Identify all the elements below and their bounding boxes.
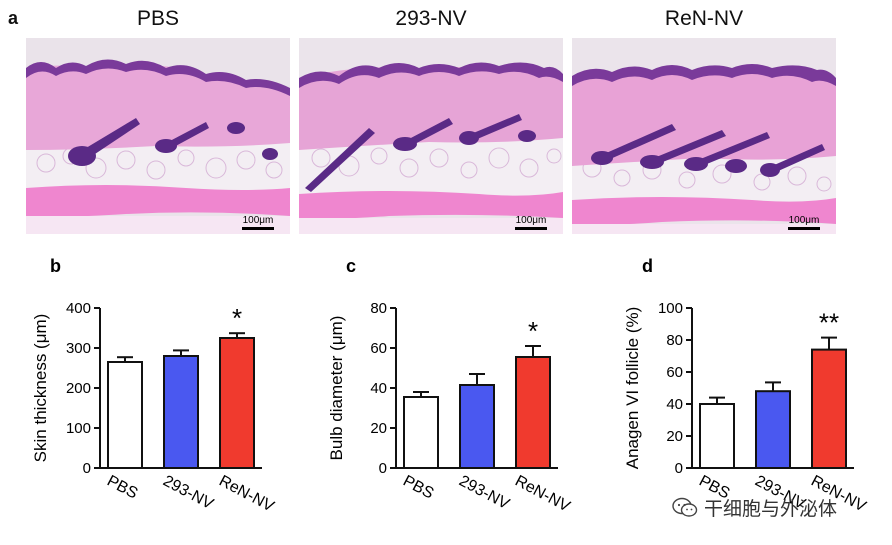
chart-svg: c Bulb diameter (μm) 0 20 40 60 80 PBS 293-NV * Re… xyxy=(327,256,573,516)
panel-letter-a: a xyxy=(8,8,19,28)
significance-marker: ** xyxy=(819,308,839,338)
significance-marker: * xyxy=(232,303,242,333)
y-tick-label: 20 xyxy=(370,420,387,437)
bar-2 xyxy=(219,337,255,469)
y-axis-label: Anagen VI follicle (%) xyxy=(623,307,642,470)
y-tick-label: 300 xyxy=(66,340,91,357)
x-tick-label: ReN-NV xyxy=(216,473,277,516)
y-axis-label: Bulb diameter (μm) xyxy=(327,316,346,461)
scale-bar-label: 100μm xyxy=(789,215,820,226)
bar-0 xyxy=(403,396,439,469)
scale-bar-label: 100μm xyxy=(243,215,274,226)
y-tick-label: 40 xyxy=(370,380,387,397)
bar-0 xyxy=(699,403,735,469)
bar-1 xyxy=(755,390,791,469)
y-axis-label: Skin thickness (μm) xyxy=(31,314,50,463)
y-tick-label: 80 xyxy=(370,300,387,317)
x-tick-label: ReN-NV xyxy=(512,473,573,516)
y-tick-label: 80 xyxy=(666,332,683,349)
histology-image-pbs: 100μm xyxy=(26,38,290,234)
y-tick-label: 0 xyxy=(675,460,683,477)
chart-bulb-diameter: c Bulb diameter (μm) 0 20 40 60 80 PBS 293-NV * Re… xyxy=(296,250,588,545)
panel-letter-c: c xyxy=(346,256,356,276)
bar-2 xyxy=(811,348,847,469)
bar-0 xyxy=(107,361,143,469)
image-title-pbs: PBS xyxy=(136,7,180,30)
y-tick-label: 20 xyxy=(666,428,683,445)
panel-letter-b: b xyxy=(50,256,61,276)
y-tick-label: 400 xyxy=(66,300,91,317)
wechat-icon xyxy=(672,497,698,517)
significance-marker: * xyxy=(528,316,538,346)
y-tick-label: 60 xyxy=(666,364,683,381)
x-tick-label: PBS xyxy=(400,473,436,503)
chart-skin-thickness: b Skin thickness (μm) 0 100 200 300 400 PBS 293-… xyxy=(0,250,292,545)
y-tick-label: 0 xyxy=(83,460,91,477)
panel-letter-d: d xyxy=(642,256,653,276)
y-tick-label: 60 xyxy=(370,340,387,357)
x-tick-label: 293-NV xyxy=(456,473,512,514)
scale-bar-label: 100μm xyxy=(516,215,547,226)
watermark-text: 干细胞与外泌体 xyxy=(704,498,838,520)
bar-1 xyxy=(163,355,199,469)
y-tick-label: 200 xyxy=(66,380,91,397)
chart-svg: b Skin thickness (μm) 0 100 200 300 400 PBS 293-… xyxy=(31,256,277,516)
watermark: 干细胞与外泌体 xyxy=(672,494,837,521)
bar-2 xyxy=(515,356,551,469)
y-tick-label: 100 xyxy=(658,300,683,317)
x-tick-label: 293-NV xyxy=(160,473,216,514)
y-tick-label: 0 xyxy=(379,460,387,477)
image-title-rennv: ReN-NV xyxy=(664,7,744,30)
histology-image-rennv: 100μm xyxy=(572,38,836,234)
x-tick-label: PBS xyxy=(104,473,140,503)
chart-anagen-follicle: d Anagen VI follicle (%) 0 20 40 60 80 100 PBS 29… xyxy=(592,250,884,545)
y-tick-label: 100 xyxy=(66,420,91,437)
y-tick-label: 40 xyxy=(666,396,683,413)
image-title-293nv: 293-NV xyxy=(395,7,467,30)
histology-image-293nv: 100μm xyxy=(299,38,563,234)
bar-1 xyxy=(459,384,495,469)
